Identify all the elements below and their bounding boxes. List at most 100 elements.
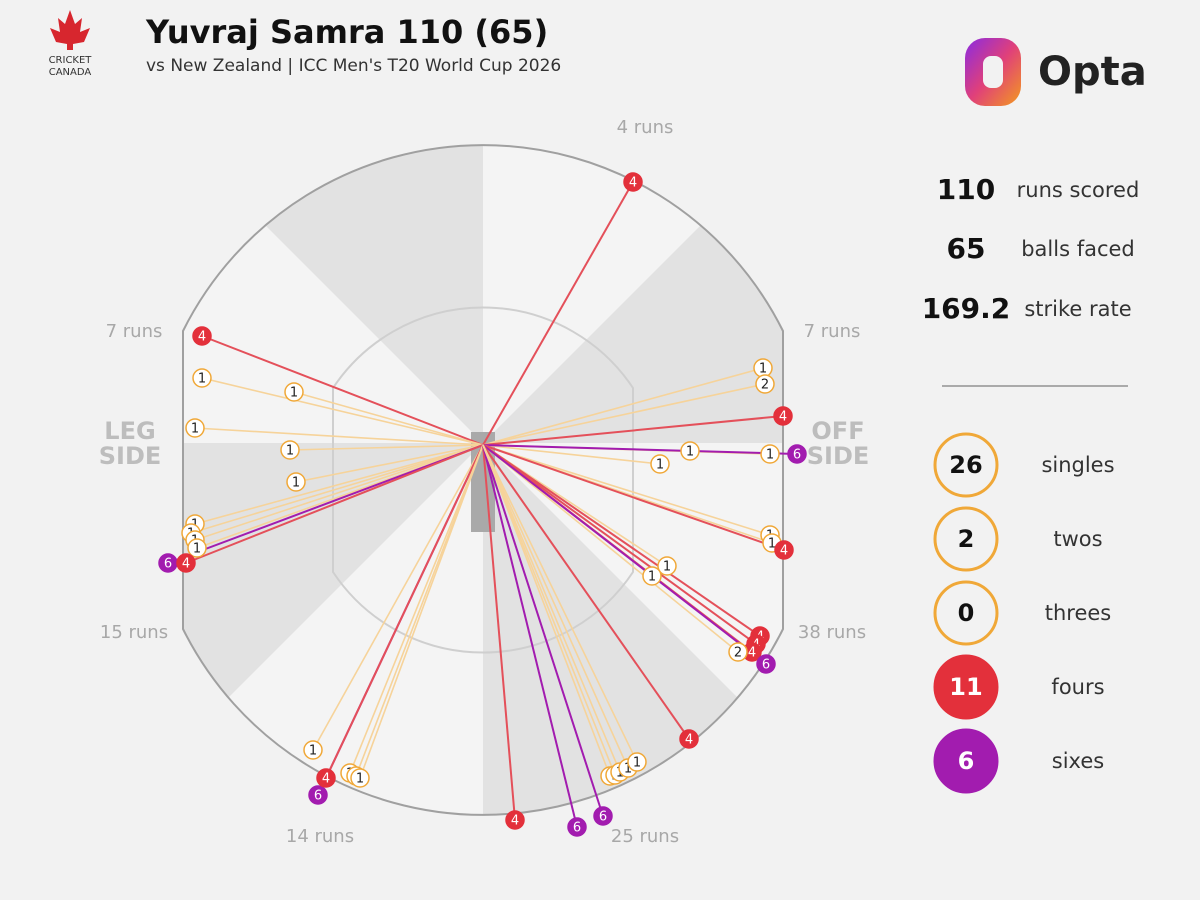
zone-label: 25 runs bbox=[611, 826, 679, 847]
shot-runs: 4 bbox=[779, 410, 787, 425]
shot-marker bbox=[284, 382, 304, 402]
shot-runs: 6 bbox=[164, 557, 172, 572]
shot-line bbox=[482, 444, 638, 763]
shot-marker bbox=[760, 444, 780, 464]
shot-line bbox=[482, 444, 771, 536]
shot-runs: 4 bbox=[685, 733, 693, 748]
shot-runs: 1 bbox=[198, 372, 206, 387]
shot-marker bbox=[505, 810, 525, 830]
shot-runs: 4 bbox=[780, 544, 788, 559]
shot-runs: 1 bbox=[656, 458, 664, 473]
stat-value: 169.2 bbox=[922, 292, 1011, 325]
shot-line bbox=[482, 415, 784, 446]
stat-label: balls faced bbox=[1021, 237, 1135, 261]
title: Yuvraj Samra 110 (65) bbox=[145, 13, 548, 51]
shot-line bbox=[194, 427, 484, 446]
zone-label: 4 runs bbox=[617, 117, 674, 138]
shot-line bbox=[293, 391, 484, 446]
shot-runs: 4 bbox=[182, 557, 190, 572]
shot-line bbox=[295, 444, 484, 483]
opta-icon-hole bbox=[983, 56, 1003, 88]
zone-label: 38 runs bbox=[798, 622, 866, 643]
shot-line bbox=[482, 444, 761, 637]
legend-circle bbox=[933, 506, 999, 572]
shot-marker bbox=[755, 374, 775, 394]
subtitle: vs New Zealand | ICC Men's T20 World Cup… bbox=[146, 56, 561, 76]
shot-marker bbox=[303, 740, 323, 760]
shot-marker bbox=[680, 441, 700, 461]
shot-runs: 4 bbox=[748, 646, 756, 661]
shot-marker bbox=[316, 768, 336, 788]
shot-line bbox=[194, 444, 484, 541]
legend-value: 2 bbox=[958, 525, 975, 553]
legend-label: twos bbox=[1053, 527, 1102, 551]
shot-runs: 1 bbox=[193, 542, 201, 557]
shot-marker bbox=[593, 806, 613, 826]
legend-label: threes bbox=[1045, 601, 1112, 625]
shot-runs: 1 bbox=[191, 422, 199, 437]
zone-label: 7 runs bbox=[804, 321, 861, 342]
shot-line bbox=[359, 444, 484, 779]
stat-value: 65 bbox=[947, 232, 986, 265]
shot-runs: 1 bbox=[766, 448, 774, 463]
shot-runs: 6 bbox=[599, 810, 607, 825]
shot-marker bbox=[623, 172, 643, 192]
shot-line bbox=[482, 444, 739, 653]
shot-marker bbox=[308, 785, 328, 805]
legend-label: fours bbox=[1051, 675, 1104, 699]
logo-text: CANADA bbox=[49, 67, 92, 78]
shot-marker bbox=[192, 326, 212, 346]
shot-marker bbox=[787, 444, 807, 464]
shot-runs: 1 bbox=[663, 560, 671, 575]
shot-runs: 6 bbox=[573, 821, 581, 836]
zone-shade bbox=[483, 443, 783, 815]
zone-label: 15 runs bbox=[100, 622, 168, 643]
legend-label: singles bbox=[1041, 453, 1114, 477]
shot-runs: 1 bbox=[624, 762, 632, 777]
shot-line bbox=[482, 444, 516, 821]
logo-text: CRICKET bbox=[49, 55, 93, 66]
shot-marker bbox=[187, 538, 207, 558]
shot-runs: 1 bbox=[356, 772, 364, 787]
shot-runs: 6 bbox=[762, 658, 770, 673]
shot-line bbox=[325, 444, 484, 779]
shot-marker bbox=[774, 540, 794, 560]
shot-marker bbox=[756, 654, 776, 674]
shot-runs: 6 bbox=[793, 448, 801, 463]
stat-label: strike rate bbox=[1024, 297, 1131, 321]
boundary bbox=[182, 144, 784, 816]
shot-line bbox=[194, 444, 484, 525]
legend-value: 11 bbox=[949, 673, 982, 701]
shot-line bbox=[482, 383, 766, 446]
legend: 26 singles 2 twos 0 threes 11 fours 6 sixes bbox=[933, 432, 1115, 794]
shot-line bbox=[482, 444, 661, 465]
shot-runs: 1 bbox=[286, 444, 294, 459]
inner-ring bbox=[332, 306, 634, 654]
shot-runs: 4 bbox=[198, 330, 206, 345]
shot-line bbox=[482, 444, 629, 769]
shot-line bbox=[201, 335, 484, 446]
shot-marker bbox=[192, 368, 212, 388]
shot-runs: 1 bbox=[290, 386, 298, 401]
legend-circle bbox=[933, 432, 999, 498]
side-label: OFF bbox=[811, 417, 864, 445]
legend-label: sixes bbox=[1052, 749, 1104, 773]
zone-shade bbox=[483, 145, 783, 443]
shot-marker bbox=[280, 440, 300, 460]
legend-circle bbox=[933, 580, 999, 646]
shot-marker bbox=[176, 553, 196, 573]
shot-line bbox=[190, 444, 484, 534]
shot-line bbox=[201, 377, 484, 446]
shot-line bbox=[482, 444, 611, 777]
side-label: LEG bbox=[104, 417, 155, 445]
shot-runs: 2 bbox=[734, 646, 742, 661]
shot-runs: 1 bbox=[759, 362, 767, 377]
shot-marker bbox=[286, 472, 306, 492]
shots: 4411111111164124111611411444264164111466… bbox=[158, 172, 807, 837]
shot-line bbox=[482, 367, 764, 446]
shot-marker bbox=[773, 406, 793, 426]
shot-runs: 1 bbox=[309, 744, 317, 759]
shot-runs: 1 bbox=[633, 756, 641, 771]
